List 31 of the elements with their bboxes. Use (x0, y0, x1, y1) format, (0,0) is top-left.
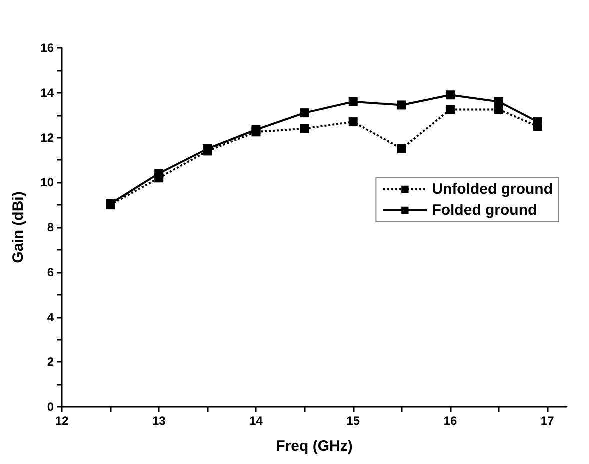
point (533, 118, 542, 127)
point (397, 144, 406, 154)
y-tick-label: 2 (47, 355, 54, 370)
x-tick-label: 16 (444, 414, 458, 428)
x-axis-title: Freq (GHz) (276, 438, 353, 455)
point (300, 124, 310, 134)
point (446, 90, 455, 100)
point (494, 97, 504, 106)
y-tick-label: 12 (40, 130, 54, 145)
x-tick-label: 15 (346, 414, 360, 428)
y-tick-label: 0 (47, 400, 54, 414)
point (154, 169, 164, 178)
point (252, 125, 261, 134)
y-tick-label: 4 (47, 310, 54, 324)
legend-label: Unfolded ground (432, 181, 554, 198)
y-tick-label: 16 (40, 41, 54, 55)
point (203, 144, 212, 154)
legend-label: Folded ground (432, 202, 538, 219)
y-tick-label: 10 (40, 176, 54, 190)
x-tick-label: 14 (250, 414, 264, 428)
point (446, 105, 455, 114)
y-tick-label: 8 (47, 220, 54, 234)
point (348, 118, 358, 127)
y-axis-title: Gain (dBi) (10, 192, 27, 264)
point (348, 97, 358, 106)
y-tick-label: 6 (47, 265, 54, 280)
point (300, 108, 310, 118)
x-tick-label: 13 (152, 414, 166, 428)
x-tick-label: 17 (540, 414, 555, 428)
point (397, 100, 406, 110)
y-tick-label: 14 (40, 86, 54, 100)
